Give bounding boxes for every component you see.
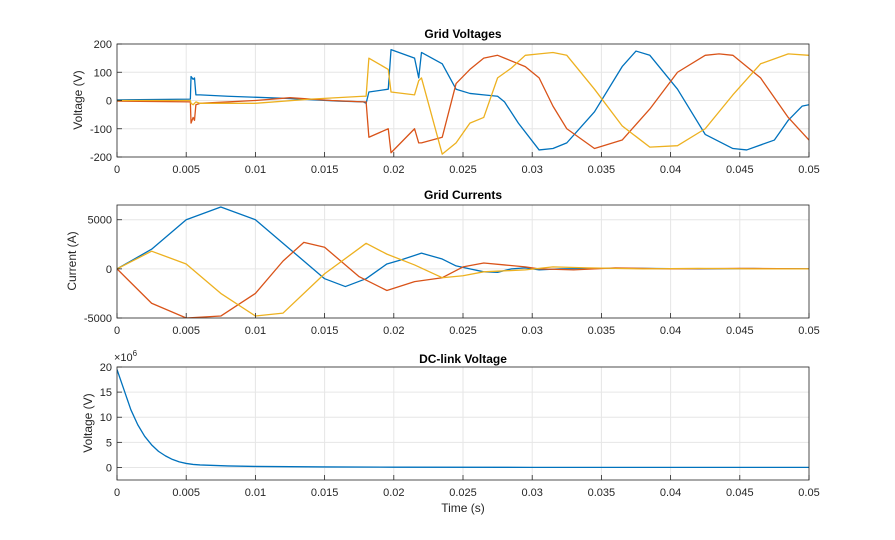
grid-currents-xtick-label-9: 0.045 (726, 325, 754, 337)
time-xlabel: Time (s) (441, 501, 485, 515)
dc-link-voltage-xtick-label-3: 0.015 (311, 487, 339, 499)
grid-currents-xtick-label-1: 0.005 (172, 325, 200, 337)
grid-voltages-xtick-label-10: 0.05 (798, 164, 819, 176)
dc-link-voltage-xtick-label-5: 0.025 (449, 487, 477, 499)
grid-currents-xtick-label-3: 0.015 (311, 325, 339, 337)
grid-voltages-ytick-label-4: 200 (94, 39, 112, 51)
dc-link-voltage-ytick-label-0: 0 (106, 462, 112, 474)
dc-link-voltage-ytick-label-1: 5 (106, 437, 112, 449)
grid-voltages-xtick-label-6: 0.03 (521, 164, 542, 176)
grid-currents-xtick-label-7: 0.035 (588, 325, 616, 337)
grid-currents-ylabel: Current (A) (65, 231, 79, 290)
grid-voltages-xtick-label-7: 0.035 (588, 164, 616, 176)
grid-voltages-ytick-label-3: 100 (94, 67, 112, 79)
grid-currents-ytick-label-1: 0 (106, 264, 112, 276)
dc-link-voltage-xtick-label-7: 0.035 (588, 487, 616, 499)
dc-link-voltage-xtick-label-9: 0.045 (726, 487, 754, 499)
dc-link-voltage-xtick-label-2: 0.01 (245, 487, 266, 499)
grid-voltages-series-phase-a (117, 49, 809, 151)
grid-voltages-series-phase-c (117, 51, 809, 155)
dc-link-voltage-xtick-label-8: 0.04 (660, 487, 681, 499)
y-multiplier-label: ×106 (114, 349, 138, 364)
grid-currents-title: Grid Currents (424, 188, 502, 202)
grid-voltages-xtick-label-1: 0.005 (172, 164, 200, 176)
y-multiplier-base: ×10 (114, 352, 133, 364)
dc-link-voltage-xtick-label-4: 0.02 (383, 487, 404, 499)
grid-voltages-ytick-label-0: -200 (90, 152, 112, 164)
grid-voltages-xtick-label-4: 0.02 (383, 164, 404, 176)
grid-voltages-panel: Grid Voltages Voltage (V) 0 0.005 0.01 0.01… (71, 27, 820, 176)
dc-link-voltage-panel: DC-link Voltage Voltage (V) Time (s) ×10… (81, 349, 820, 515)
dc-link-voltage-title: DC-link Voltage (419, 352, 507, 366)
dc-link-voltage-xtick-label-0: 0 (114, 487, 120, 499)
grid-currents-xtick-label-4: 0.02 (383, 325, 404, 337)
grid-currents-panel: Grid Currents Current (A) 0 0.005 0.01 0.01… (65, 188, 820, 337)
grid-currents-xtick-label-6: 0.03 (521, 325, 542, 337)
grid-currents-xtick-label-5: 0.025 (449, 325, 477, 337)
grid-voltages-xtick-label-9: 0.045 (726, 164, 754, 176)
dc-link-voltage-xtick-label-6: 0.03 (521, 487, 542, 499)
grid-voltages-ytick-label-2: 0 (106, 96, 112, 108)
dc-link-voltage-xtick-label-1: 0.005 (172, 487, 200, 499)
grid-voltages-xtick-label-0: 0 (114, 164, 120, 176)
grid-voltages-ylabel: Voltage (V) (71, 70, 85, 129)
y-multiplier-exponent: 6 (133, 349, 138, 358)
grid-voltages-xtick-label-3: 0.015 (311, 164, 339, 176)
grid-voltages-xtick-label-5: 0.025 (449, 164, 477, 176)
dc-link-voltage-ytick-label-4: 20 (100, 362, 112, 374)
grid-voltages-title: Grid Voltages (424, 27, 501, 41)
grid-currents-xtick-label-10: 0.05 (798, 325, 819, 337)
grid-voltages-xtick-label-8: 0.04 (660, 164, 681, 176)
grid-currents-xtick-label-0: 0 (114, 325, 120, 337)
dc-link-voltage-series-vdc (117, 369, 809, 469)
grid-currents-ytick-label-2: 5000 (88, 215, 112, 227)
dc-link-voltage-xtick-label-10: 0.05 (798, 487, 819, 499)
grid-currents-xtick-label-8: 0.04 (660, 325, 681, 337)
dc-link-voltage-ylabel: Voltage (V) (81, 393, 95, 452)
grid-currents-series-phase-c (117, 242, 809, 317)
grid-voltages-ytick-label-1: -100 (90, 124, 112, 136)
dc-link-voltage-ytick-label-2: 10 (100, 412, 112, 424)
dc-link-voltage-ytick-label-3: 15 (100, 387, 112, 399)
grid-currents-ytick-label-0: -5000 (84, 313, 112, 325)
grid-currents-xtick-label-2: 0.01 (245, 325, 266, 337)
grid-voltages-xtick-label-2: 0.01 (245, 164, 266, 176)
